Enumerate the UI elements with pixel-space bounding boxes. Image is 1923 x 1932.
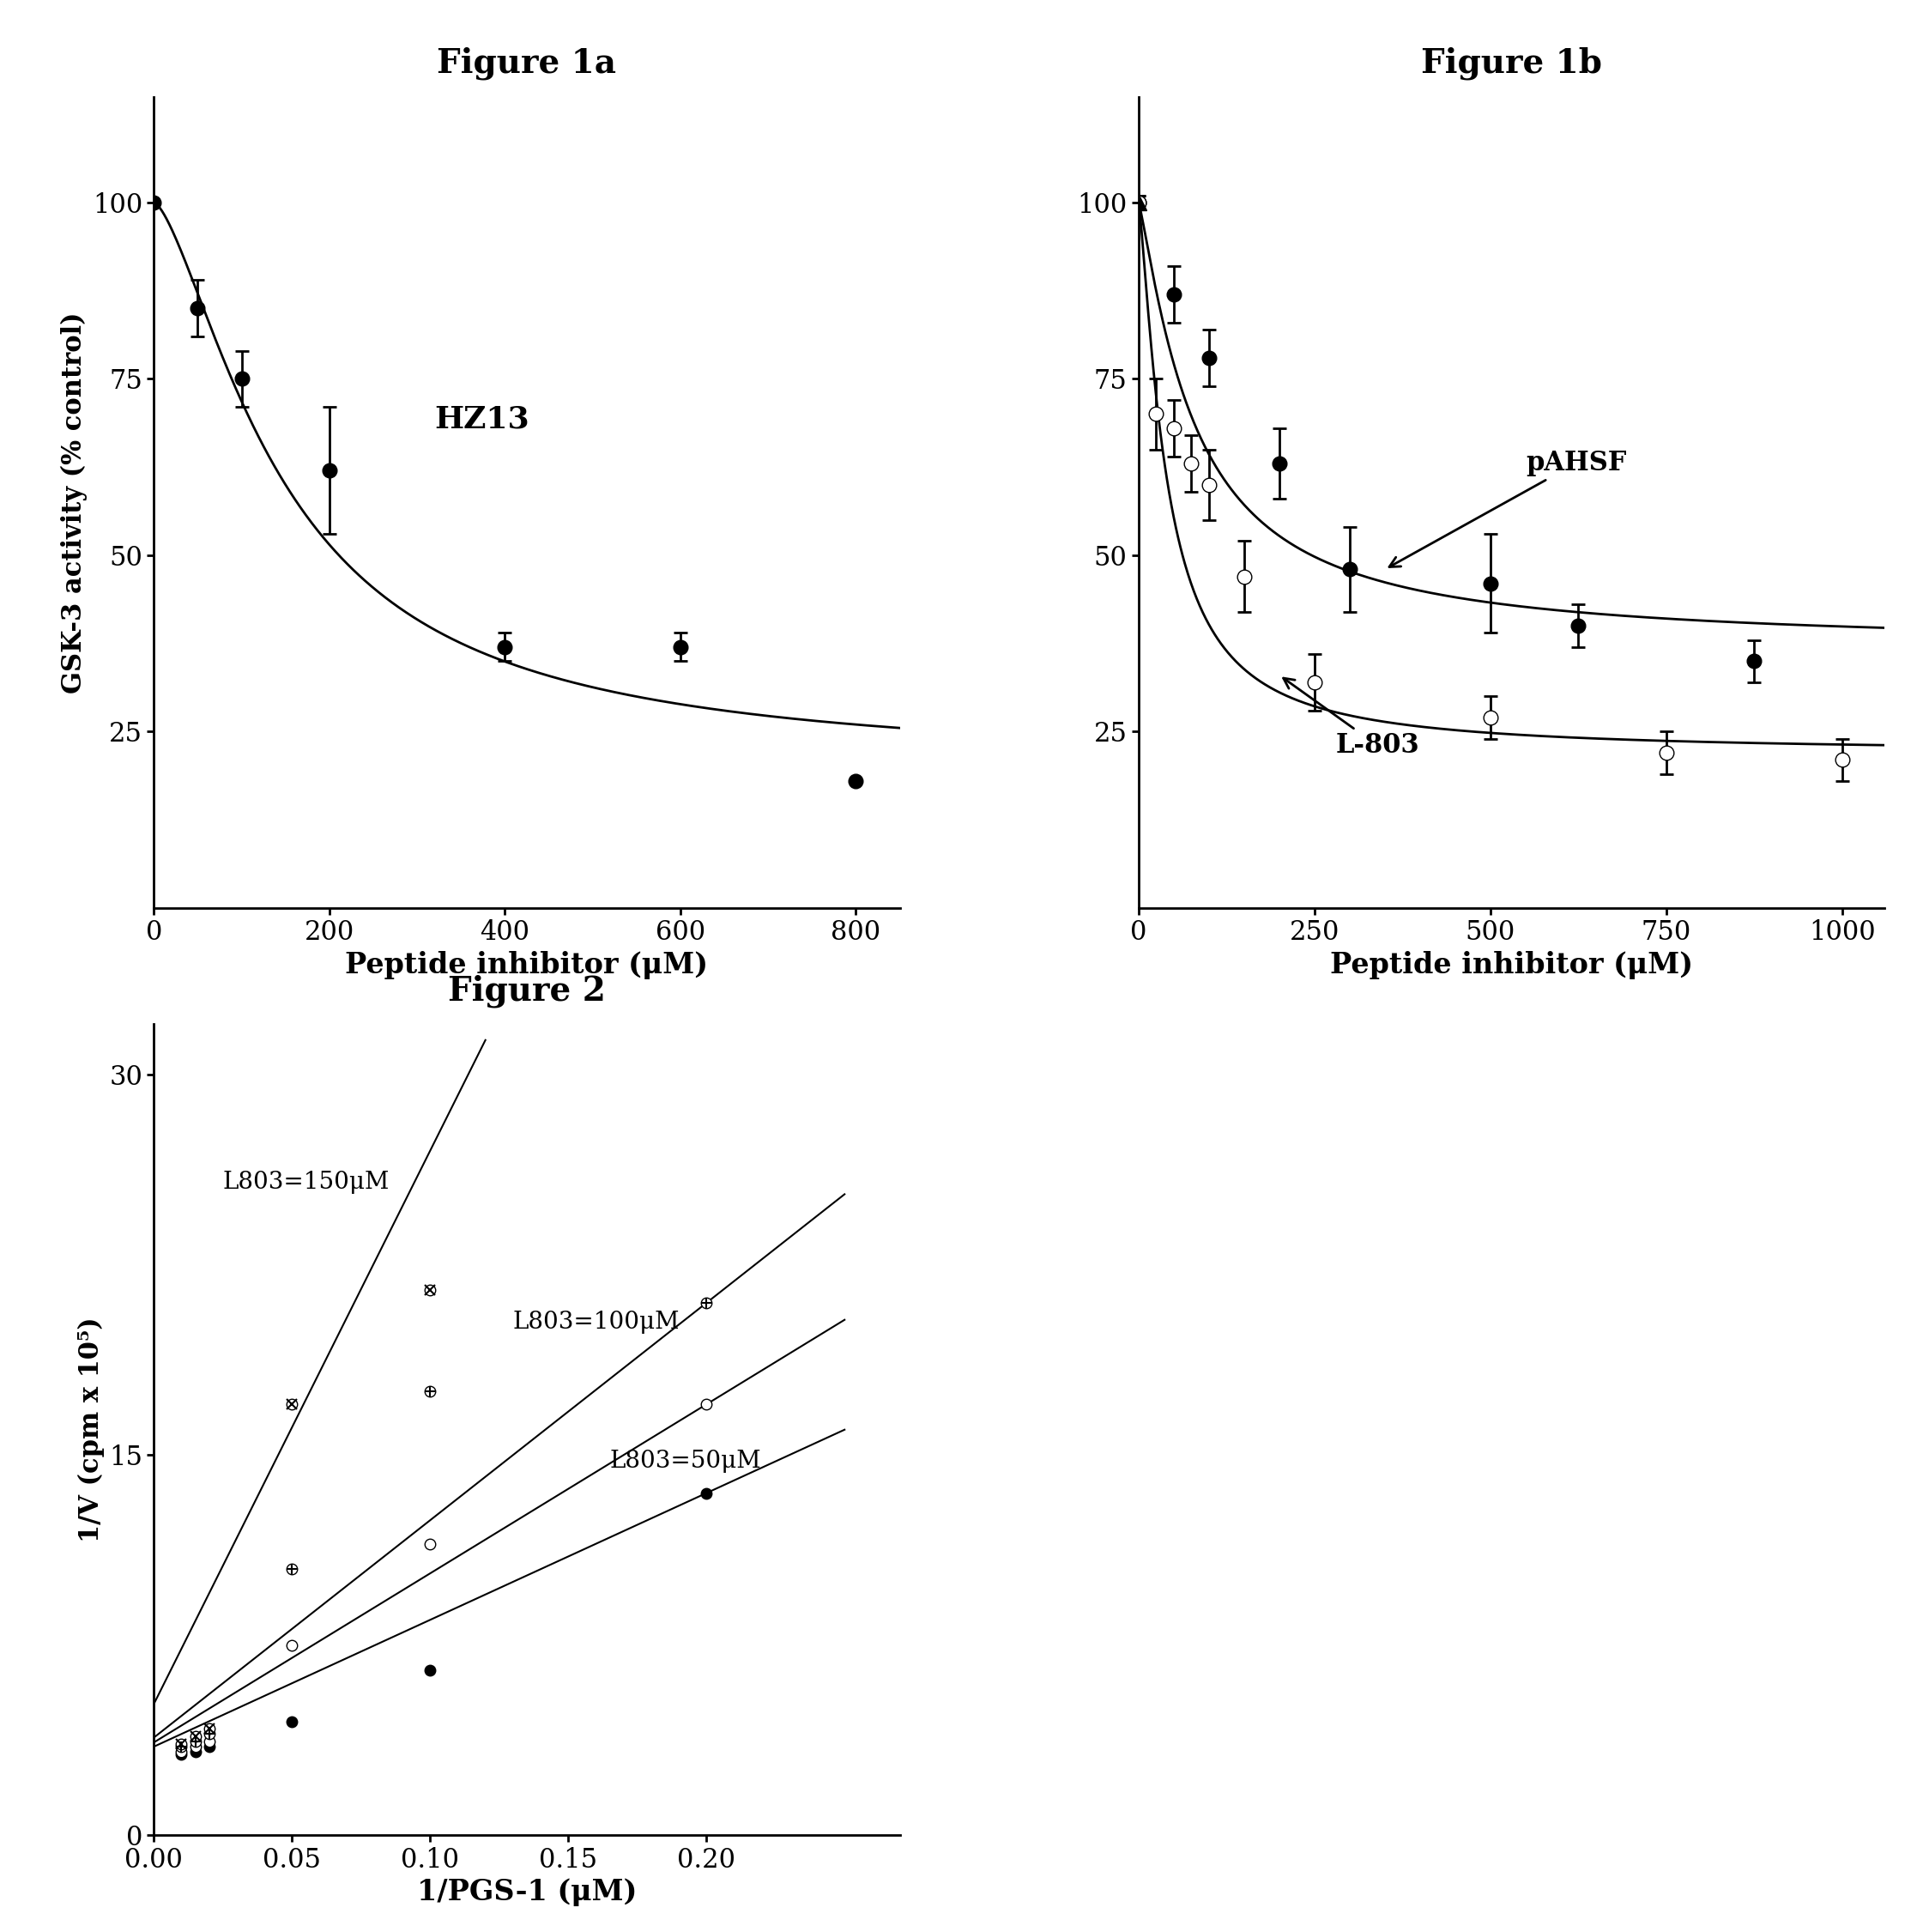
Title: Figure 2: Figure 2 [448, 974, 606, 1007]
Title: Figure 1b: Figure 1b [1421, 46, 1602, 79]
Text: L803=150μM: L803=150μM [223, 1171, 390, 1194]
Text: L803=50μM: L803=50μM [610, 1449, 762, 1472]
Y-axis label: 1/V (cpm x 10⁵): 1/V (cpm x 10⁵) [77, 1318, 104, 1542]
X-axis label: Peptide inhibitor (μM): Peptide inhibitor (μM) [1331, 951, 1692, 980]
X-axis label: 1/PGS-1 (μM): 1/PGS-1 (μM) [417, 1878, 637, 1907]
X-axis label: Peptide inhibitor (μM): Peptide inhibitor (μM) [346, 951, 708, 980]
Text: L-803: L-803 [1283, 678, 1419, 759]
Text: L803=100μM: L803=100μM [513, 1310, 681, 1333]
Text: pAHSF: pAHSF [1388, 450, 1627, 566]
Title: Figure 1a: Figure 1a [437, 46, 617, 79]
Text: HZ13: HZ13 [435, 406, 529, 435]
Y-axis label: GSK-3 activity (% control): GSK-3 activity (% control) [62, 311, 88, 694]
